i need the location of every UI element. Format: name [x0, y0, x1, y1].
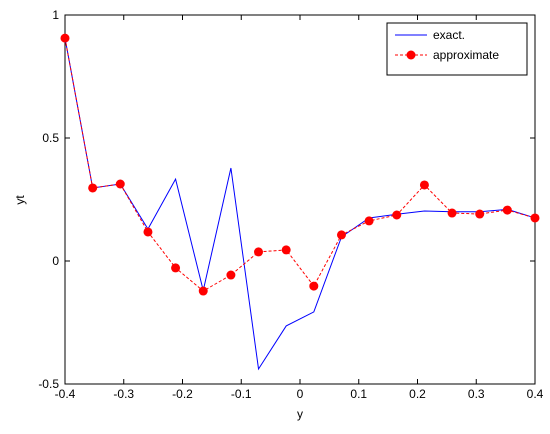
data-point [88, 183, 98, 193]
x-tick-label: -0.3 [113, 387, 134, 401]
x-tick-label: -0.1 [231, 387, 252, 401]
x-tick-label: 0.1 [350, 387, 367, 401]
data-point [226, 270, 236, 280]
legend-box [386, 22, 528, 76]
data-point [336, 230, 346, 240]
x-tick-label: 0.4 [527, 387, 544, 401]
plot-area [64, 14, 536, 385]
x-tick-label: 0.2 [409, 387, 426, 401]
series-line [64, 38, 536, 371]
y-tick-label: -0.5 [38, 377, 59, 391]
data-point [530, 213, 540, 223]
y-tick-label: 0 [52, 254, 59, 268]
data-point [254, 247, 264, 257]
data-point [447, 208, 457, 218]
data-point [309, 281, 319, 291]
data-point [364, 216, 374, 226]
data-point [281, 245, 291, 255]
x-tick-label: -0.4 [55, 387, 76, 401]
data-point [475, 209, 485, 219]
legend-marker [406, 50, 416, 60]
data-point [60, 33, 70, 43]
data-point [419, 180, 429, 190]
data-point [392, 210, 402, 220]
data-point [171, 263, 181, 273]
y-tick-label: 0.5 [42, 131, 59, 145]
data-point [502, 205, 512, 215]
y-axis-label: yt [13, 195, 27, 205]
data-point [143, 227, 153, 237]
x-tick-label: 0 [297, 387, 304, 401]
series-line [64, 38, 536, 292]
legend-label: approximate [433, 48, 499, 62]
legend-label: exact. [433, 28, 465, 42]
data-point [198, 286, 208, 296]
y-tick-label: 1 [52, 8, 59, 22]
data-point [115, 179, 125, 189]
x-tick-label: -0.2 [172, 387, 193, 401]
x-tick-label: 0.3 [468, 387, 485, 401]
x-axis-label: y [297, 407, 303, 421]
